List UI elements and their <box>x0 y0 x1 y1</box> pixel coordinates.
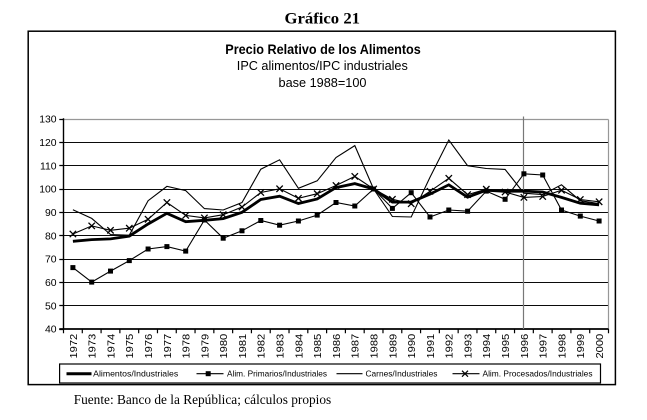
svg-text:1979: 1979 <box>200 334 211 359</box>
svg-text:1983: 1983 <box>276 334 287 359</box>
svg-text:1990: 1990 <box>407 334 418 359</box>
svg-text:1987: 1987 <box>351 334 362 359</box>
svg-text:1992: 1992 <box>445 334 456 359</box>
svg-text:1972: 1972 <box>69 334 80 359</box>
svg-text:110: 110 <box>40 161 57 172</box>
svg-text:1985: 1985 <box>313 334 324 359</box>
svg-text:1982: 1982 <box>257 334 268 359</box>
svg-text:IPC alimentos/IPC industriales: IPC alimentos/IPC industriales <box>237 58 408 73</box>
svg-text:Alimentos/Industriales: Alimentos/Industriales <box>93 370 178 379</box>
svg-text:1999: 1999 <box>576 334 587 359</box>
svg-text:1996: 1996 <box>520 334 531 359</box>
svg-text:base 1988=100: base 1988=100 <box>279 75 367 90</box>
svg-text:1973: 1973 <box>88 334 99 359</box>
svg-text:1997: 1997 <box>539 334 550 359</box>
svg-text:1998: 1998 <box>557 334 568 359</box>
svg-text:Carnes/Industriales: Carnes/Industriales <box>366 370 438 379</box>
svg-text:1975: 1975 <box>125 334 136 359</box>
svg-text:1989: 1989 <box>388 334 399 359</box>
svg-text:1980: 1980 <box>219 334 230 359</box>
svg-text:Alim. Procesados/Industriales: Alim. Procesados/Industriales <box>483 370 593 379</box>
svg-text:1995: 1995 <box>501 334 512 359</box>
svg-text:1977: 1977 <box>163 334 174 359</box>
svg-text:1986: 1986 <box>332 334 343 359</box>
svg-text:1993: 1993 <box>464 334 475 359</box>
svg-text:1984: 1984 <box>294 334 305 359</box>
svg-text:1991: 1991 <box>426 334 437 359</box>
svg-text:Fuente: Banco de la República;: Fuente: Banco de la República; cálculos … <box>74 392 332 407</box>
svg-text:60: 60 <box>45 278 57 289</box>
svg-text:90: 90 <box>45 208 57 219</box>
svg-text:120: 120 <box>39 138 57 149</box>
svg-text:80: 80 <box>45 231 57 242</box>
svg-text:100: 100 <box>39 185 57 196</box>
svg-text:1978: 1978 <box>182 334 193 359</box>
svg-text:50: 50 <box>45 301 57 312</box>
svg-text:40: 40 <box>45 325 57 336</box>
svg-text:Gráfico 21: Gráfico 21 <box>285 8 361 27</box>
svg-text:1974: 1974 <box>106 334 117 359</box>
svg-text:2000: 2000 <box>595 334 606 359</box>
svg-text:1988: 1988 <box>370 334 381 359</box>
svg-text:1976: 1976 <box>144 334 155 359</box>
svg-text:70: 70 <box>45 255 57 266</box>
svg-text:Alim. Primarios/Industriales: Alim. Primarios/Industriales <box>227 370 327 379</box>
svg-text:Precio Relativo de los Aliment: Precio Relativo de los Alimentos <box>225 42 420 57</box>
svg-text:130: 130 <box>39 115 57 126</box>
svg-text:1981: 1981 <box>238 334 249 359</box>
svg-text:1994: 1994 <box>482 334 493 359</box>
